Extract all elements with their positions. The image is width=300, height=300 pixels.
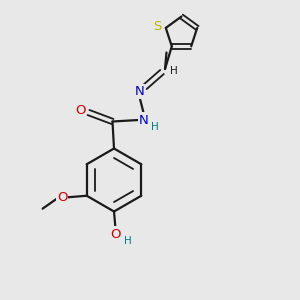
Text: H: H (124, 236, 132, 246)
Text: H: H (152, 122, 159, 132)
Text: O: O (57, 191, 68, 204)
Text: H: H (170, 66, 178, 76)
Text: N: N (139, 113, 149, 127)
Text: O: O (75, 104, 85, 118)
Text: S: S (153, 20, 162, 33)
Text: N: N (135, 85, 144, 98)
Text: O: O (110, 227, 121, 241)
